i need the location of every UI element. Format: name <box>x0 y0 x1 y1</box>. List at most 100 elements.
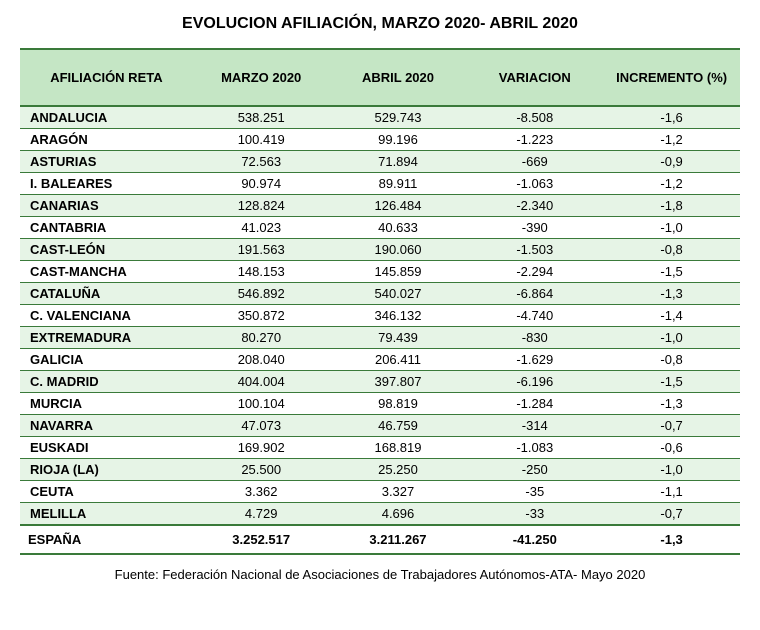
cell-variation: -830 <box>466 327 603 349</box>
col-march: MARZO 2020 <box>193 49 330 106</box>
col-variation: VARIACION <box>466 49 603 106</box>
total-row: ESPAÑA3.252.5173.211.267-41.250-1,3 <box>20 525 740 554</box>
table-row: CAST-LEÓN191.563190.060-1.503-0,8 <box>20 239 740 261</box>
cell-region: ARAGÓN <box>20 129 193 151</box>
cell-region: MURCIA <box>20 393 193 415</box>
table-row: CAST-MANCHA148.153145.859-2.294-1,5 <box>20 261 740 283</box>
cell-region: CAST-LEÓN <box>20 239 193 261</box>
cell-variation: -6.196 <box>466 371 603 393</box>
cell-region: RIOJA (LA) <box>20 459 193 481</box>
table-row: ASTURIAS72.56371.894-669-0,9 <box>20 151 740 173</box>
cell-increment: -1,3 <box>603 393 740 415</box>
col-region: AFILIACIÓN RETA <box>20 49 193 106</box>
cell-march: 208.040 <box>193 349 330 371</box>
table-row: C. MADRID404.004397.807-6.196-1,5 <box>20 371 740 393</box>
cell-march: 47.073 <box>193 415 330 437</box>
table-row: CANARIAS128.824126.484-2.340-1,8 <box>20 195 740 217</box>
cell-variation: -1.629 <box>466 349 603 371</box>
table-row: GALICIA208.040206.411-1.629-0,8 <box>20 349 740 371</box>
cell-increment-total: -1,3 <box>603 525 740 554</box>
cell-region: CEUTA <box>20 481 193 503</box>
cell-march: 169.902 <box>193 437 330 459</box>
cell-increment: -1,1 <box>603 481 740 503</box>
table-row: RIOJA (LA)25.50025.250-250-1,0 <box>20 459 740 481</box>
table-row: NAVARRA47.07346.759-314-0,7 <box>20 415 740 437</box>
table-row: EUSKADI169.902168.819-1.083-0,6 <box>20 437 740 459</box>
cell-april: 145.859 <box>330 261 467 283</box>
cell-region-total: ESPAÑA <box>20 525 193 554</box>
cell-variation: -8.508 <box>466 106 603 129</box>
cell-march: 350.872 <box>193 305 330 327</box>
cell-region: EUSKADI <box>20 437 193 459</box>
cell-increment: -1,0 <box>603 217 740 239</box>
cell-april: 79.439 <box>330 327 467 349</box>
cell-variation: -2.294 <box>466 261 603 283</box>
table-row: ANDALUCIA538.251529.743-8.508-1,6 <box>20 106 740 129</box>
cell-april: 89.911 <box>330 173 467 195</box>
cell-increment: -1,8 <box>603 195 740 217</box>
table-row: MELILLA4.7294.696-33-0,7 <box>20 503 740 526</box>
cell-april: 99.196 <box>330 129 467 151</box>
cell-increment: -0,7 <box>603 415 740 437</box>
cell-variation: -1.083 <box>466 437 603 459</box>
cell-increment: -0,9 <box>603 151 740 173</box>
cell-april: 3.327 <box>330 481 467 503</box>
cell-region: EXTREMADURA <box>20 327 193 349</box>
cell-increment: -1,5 <box>603 261 740 283</box>
cell-march: 546.892 <box>193 283 330 305</box>
cell-region: ANDALUCIA <box>20 106 193 129</box>
cell-march: 3.362 <box>193 481 330 503</box>
col-increment: INCREMENTO (%) <box>603 49 740 106</box>
cell-march: 538.251 <box>193 106 330 129</box>
cell-increment: -1,5 <box>603 371 740 393</box>
cell-variation: -314 <box>466 415 603 437</box>
cell-increment: -0,7 <box>603 503 740 526</box>
cell-region: ASTURIAS <box>20 151 193 173</box>
table-row: EXTREMADURA80.27079.439-830-1,0 <box>20 327 740 349</box>
table-row: MURCIA100.10498.819-1.284-1,3 <box>20 393 740 415</box>
col-april: ABRIL 2020 <box>330 49 467 106</box>
cell-increment: -1,2 <box>603 129 740 151</box>
cell-variation: -1.223 <box>466 129 603 151</box>
cell-region: NAVARRA <box>20 415 193 437</box>
cell-march: 72.563 <box>193 151 330 173</box>
cell-variation: -390 <box>466 217 603 239</box>
table-row: C. VALENCIANA350.872346.132-4.740-1,4 <box>20 305 740 327</box>
cell-increment: -1,0 <box>603 327 740 349</box>
cell-region: CANARIAS <box>20 195 193 217</box>
cell-april: 71.894 <box>330 151 467 173</box>
cell-april-total: 3.211.267 <box>330 525 467 554</box>
cell-increment: -1,0 <box>603 459 740 481</box>
cell-april: 126.484 <box>330 195 467 217</box>
cell-variation: -4.740 <box>466 305 603 327</box>
cell-variation: -1.503 <box>466 239 603 261</box>
cell-region: CAST-MANCHA <box>20 261 193 283</box>
cell-march-total: 3.252.517 <box>193 525 330 554</box>
cell-variation: -250 <box>466 459 603 481</box>
cell-march: 404.004 <box>193 371 330 393</box>
source-text: Fuente: Federación Nacional de Asociacio… <box>20 567 740 582</box>
cell-april: 46.759 <box>330 415 467 437</box>
cell-variation-total: -41.250 <box>466 525 603 554</box>
cell-increment: -1,4 <box>603 305 740 327</box>
affiliation-table: AFILIACIÓN RETA MARZO 2020 ABRIL 2020 VA… <box>20 48 740 555</box>
cell-april: 206.411 <box>330 349 467 371</box>
cell-variation: -33 <box>466 503 603 526</box>
cell-increment: -1,2 <box>603 173 740 195</box>
cell-variation: -35 <box>466 481 603 503</box>
cell-march: 90.974 <box>193 173 330 195</box>
cell-march: 191.563 <box>193 239 330 261</box>
table-row: CATALUÑA546.892540.027-6.864-1,3 <box>20 283 740 305</box>
cell-variation: -6.864 <box>466 283 603 305</box>
cell-increment: -1,3 <box>603 283 740 305</box>
table-row: CANTABRIA41.02340.633-390-1,0 <box>20 217 740 239</box>
page-title: EVOLUCION AFILIACIÓN, MARZO 2020- ABRIL … <box>20 15 740 33</box>
cell-april: 4.696 <box>330 503 467 526</box>
cell-april: 540.027 <box>330 283 467 305</box>
cell-april: 397.807 <box>330 371 467 393</box>
cell-region: CANTABRIA <box>20 217 193 239</box>
table-row: ARAGÓN100.41999.196-1.223-1,2 <box>20 129 740 151</box>
cell-march: 41.023 <box>193 217 330 239</box>
table-row: CEUTA3.3623.327-35-1,1 <box>20 481 740 503</box>
cell-march: 80.270 <box>193 327 330 349</box>
